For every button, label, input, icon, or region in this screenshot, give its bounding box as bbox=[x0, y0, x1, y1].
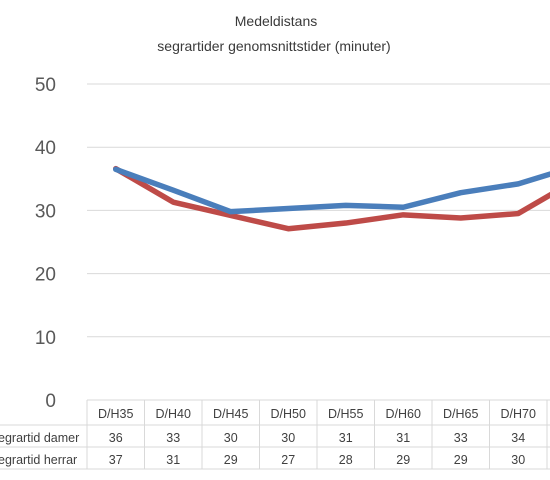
x-tick-label: D/H50 bbox=[271, 407, 306, 421]
data-label: 29 bbox=[396, 453, 410, 467]
data-label: 31 bbox=[166, 453, 180, 467]
data-label: 27 bbox=[281, 453, 295, 467]
x-tick-label: D/H70 bbox=[501, 407, 536, 421]
data-label: 28 bbox=[339, 453, 353, 467]
data-label: 30 bbox=[511, 453, 525, 467]
y-tick-label: 50 bbox=[35, 75, 56, 96]
data-label: 33 bbox=[166, 431, 180, 445]
y-tick-label: 40 bbox=[35, 138, 56, 159]
x-tick-label: D/H45 bbox=[213, 407, 248, 421]
y-tick-label: 20 bbox=[35, 265, 56, 286]
data-label: 30 bbox=[224, 431, 238, 445]
series-name-1: egrartid herrar bbox=[0, 453, 77, 467]
data-label: 37 bbox=[109, 453, 123, 467]
y-tick-label: 10 bbox=[35, 328, 56, 349]
data-label: 31 bbox=[396, 431, 410, 445]
data-label: 29 bbox=[454, 453, 468, 467]
y-tick-label: 30 bbox=[35, 201, 56, 222]
data-label: 36 bbox=[109, 431, 123, 445]
chart-title: Medeldistans bbox=[234, 13, 318, 29]
data-label: 30 bbox=[281, 431, 295, 445]
x-tick-label: D/H60 bbox=[386, 407, 421, 421]
series-line-0 bbox=[113, 166, 550, 215]
series-name-0: egrartid damer bbox=[0, 431, 79, 445]
data-label: 34 bbox=[511, 431, 525, 445]
x-tick-label: D/H65 bbox=[443, 407, 478, 421]
y-tick-label: 0 bbox=[45, 391, 56, 412]
series-line-1 bbox=[113, 165, 550, 232]
x-tick-label: D/H35 bbox=[98, 407, 133, 421]
data-label: 29 bbox=[224, 453, 238, 467]
x-tick-label: D/H40 bbox=[156, 407, 191, 421]
data-label: 31 bbox=[339, 431, 353, 445]
chart-subtitle: segrartider genomsnittstider (minuter) bbox=[157, 38, 391, 54]
data-label: 33 bbox=[454, 431, 468, 445]
x-tick-label: D/H55 bbox=[328, 407, 363, 421]
